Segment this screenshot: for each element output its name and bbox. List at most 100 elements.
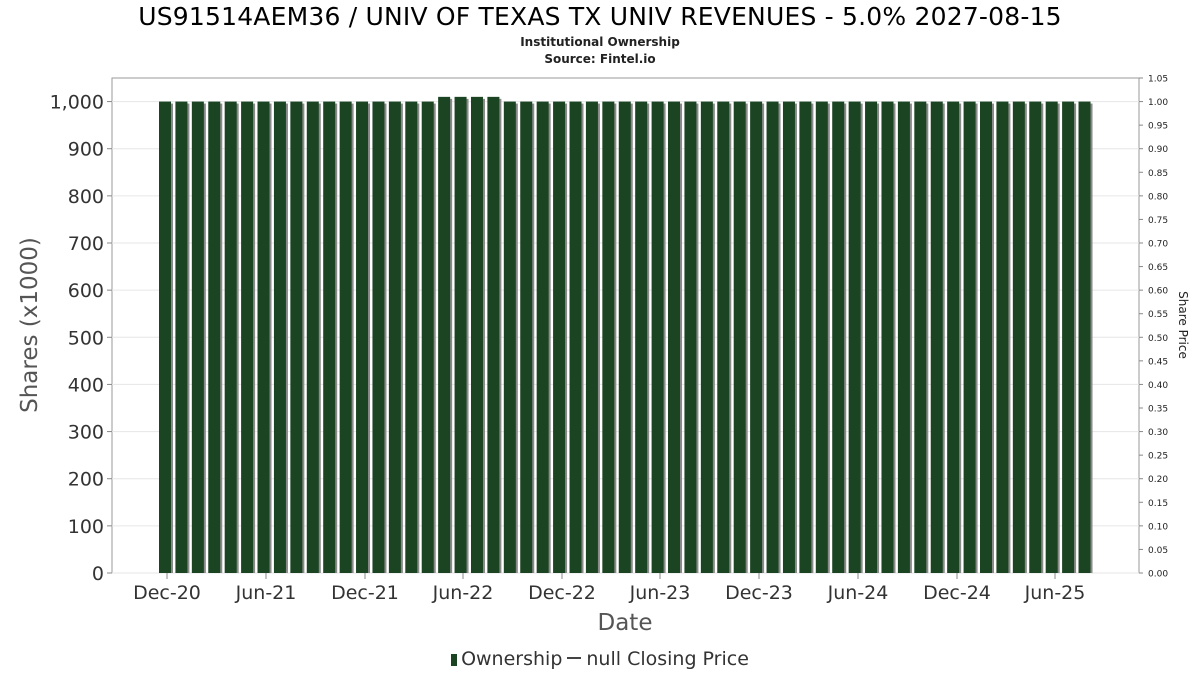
x-tick-label: Dec-22 — [528, 582, 596, 604]
bar — [553, 101, 566, 574]
x-tick-label: Dec-21 — [331, 582, 399, 604]
bar — [487, 96, 500, 573]
ownership-legend-label: Ownership — [461, 648, 563, 670]
bar — [799, 101, 812, 574]
bar — [159, 101, 171, 574]
bar — [421, 101, 434, 574]
y2-tick-label: 0.25 — [1148, 452, 1168, 462]
bar — [191, 101, 204, 574]
y-tick-label: 100 — [68, 516, 104, 538]
bar — [750, 101, 763, 574]
bar — [454, 96, 467, 573]
price-legend-label: null Closing Price — [586, 648, 749, 670]
bar — [339, 101, 352, 574]
y2-tick-label: 0.15 — [1148, 499, 1168, 509]
y2-tick-label: 0.60 — [1148, 287, 1168, 297]
bar — [503, 101, 516, 574]
y-tick-label: 200 — [68, 469, 104, 491]
bar — [273, 101, 286, 574]
bar — [914, 101, 927, 574]
x-tick-label: Dec-23 — [725, 582, 793, 604]
bar — [897, 101, 910, 574]
chart-subtitle: Institutional Ownership — [520, 35, 680, 49]
bar — [602, 101, 615, 574]
bar — [224, 101, 237, 574]
y2-tick-label: 0.20 — [1148, 475, 1168, 485]
bar — [963, 101, 976, 574]
bar — [618, 101, 631, 574]
bar — [782, 101, 795, 574]
y2-tick-label: 0.55 — [1148, 310, 1168, 320]
bar — [290, 101, 303, 574]
y-tick-label: 600 — [68, 280, 104, 302]
bar — [372, 101, 385, 574]
y2-tick-label: 0.45 — [1148, 357, 1168, 367]
y2-tick-label: 0.30 — [1148, 428, 1168, 438]
price-legend-line — [567, 657, 582, 659]
x-tick-label: Jun-24 — [827, 582, 889, 604]
bar — [405, 101, 418, 574]
y2-tick-label: 0.10 — [1148, 522, 1168, 532]
bar — [356, 101, 369, 574]
bar — [766, 101, 779, 574]
bar — [585, 101, 598, 574]
y2-tick-label: 0.50 — [1148, 334, 1168, 344]
y-axis-left: 0 100 200 300 400 500 600 700 800 900 1,000 — [50, 92, 112, 585]
bar — [717, 101, 730, 574]
bar — [388, 101, 401, 574]
y2-axis-label: Share Price — [1176, 291, 1190, 359]
y2-tick-label: 1.05 — [1148, 75, 1168, 85]
bar — [865, 101, 878, 574]
y2-tick-label: 0.65 — [1148, 263, 1168, 273]
y2-tick-label: 0.75 — [1148, 216, 1168, 226]
x-tick-label: Jun-25 — [1024, 582, 1086, 604]
y2-tick-label: 0.95 — [1148, 122, 1168, 132]
bar — [208, 101, 221, 574]
bar — [635, 101, 648, 574]
bar — [1029, 101, 1042, 574]
bar — [536, 101, 549, 574]
x-tick-label: Jun-22 — [432, 582, 494, 604]
chart-legend: Ownership null Closing Price — [0, 648, 1200, 670]
bar — [947, 101, 960, 574]
bar — [881, 101, 894, 574]
bar — [520, 101, 533, 574]
bar — [470, 96, 483, 573]
bar — [832, 101, 845, 574]
bar — [175, 101, 188, 574]
x-tick-label: Dec-24 — [923, 582, 991, 604]
bar — [700, 101, 713, 574]
bar-series-ownership — [159, 96, 1093, 574]
chart-source: Source: Fintel.io — [544, 52, 656, 66]
bar — [438, 96, 451, 573]
bar — [306, 101, 319, 574]
bar — [930, 101, 943, 574]
x-axis-label: Date — [598, 610, 653, 636]
y-tick-label: 400 — [68, 374, 104, 396]
bar — [980, 101, 992, 574]
y2-tick-label: 0.70 — [1148, 240, 1168, 250]
bar — [1062, 101, 1075, 574]
bar — [651, 101, 664, 574]
y2-tick-label: 0.85 — [1148, 169, 1168, 179]
ownership-legend-swatch — [451, 654, 458, 666]
bar — [569, 101, 582, 574]
y-tick-label: 700 — [68, 233, 104, 255]
y2-tick-label: 0.05 — [1148, 546, 1168, 556]
bar — [241, 101, 254, 574]
bar — [1078, 101, 1091, 574]
bar — [733, 101, 746, 574]
x-axis: Dec-20 Jun-21 Dec-21 Jun-22 Dec-22 Jun-23 Dec-… — [133, 573, 1085, 604]
y2-tick-label: 0.80 — [1148, 192, 1168, 202]
chart-title: US91514AEM36 / UNIV OF TEXAS TX UNIV REV… — [138, 2, 1062, 31]
x-tick-label: Jun-23 — [629, 582, 691, 604]
y-tick-label: 300 — [68, 422, 104, 444]
y-tick-label: 800 — [68, 186, 104, 208]
y-axis-label: Shares (x1000) — [17, 237, 43, 413]
bar — [1012, 101, 1025, 574]
bar — [996, 101, 1009, 574]
bar — [848, 101, 861, 574]
y2-tick-label: 0.00 — [1148, 570, 1168, 580]
bar — [684, 101, 697, 574]
